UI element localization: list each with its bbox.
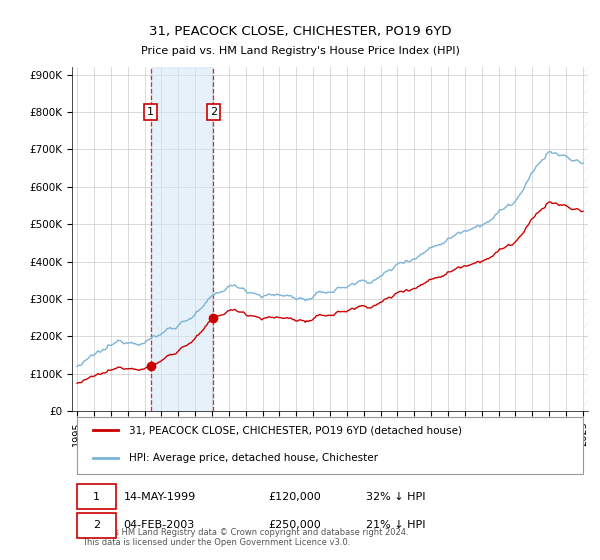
Bar: [151, 67, 214, 411]
FancyBboxPatch shape: [77, 417, 583, 474]
Text: £250,000: £250,000: [268, 520, 321, 530]
Text: Contains HM Land Registry data © Crown copyright and database right 2024.
This d: Contains HM Land Registry data © Crown c…: [82, 528, 409, 548]
Text: 14-MAY-1999: 14-MAY-1999: [124, 492, 196, 502]
Text: HPI: Average price, detached house, Chichester: HPI: Average price, detached house, Chic…: [129, 453, 378, 463]
Text: 1: 1: [147, 107, 154, 117]
Text: 1: 1: [93, 492, 100, 502]
Text: 04-FEB-2003: 04-FEB-2003: [124, 520, 195, 530]
FancyBboxPatch shape: [77, 513, 116, 538]
Text: 31, PEACOCK CLOSE, CHICHESTER, PO19 6YD (detached house): 31, PEACOCK CLOSE, CHICHESTER, PO19 6YD …: [129, 426, 462, 436]
Text: 32% ↓ HPI: 32% ↓ HPI: [366, 492, 425, 502]
Text: 2: 2: [92, 520, 100, 530]
Text: 31, PEACOCK CLOSE, CHICHESTER, PO19 6YD: 31, PEACOCK CLOSE, CHICHESTER, PO19 6YD: [149, 25, 451, 38]
Bar: [583, 67, 588, 411]
Text: Price paid vs. HM Land Registry's House Price Index (HPI): Price paid vs. HM Land Registry's House …: [140, 46, 460, 56]
Text: 2: 2: [210, 107, 217, 117]
Text: 21% ↓ HPI: 21% ↓ HPI: [366, 520, 425, 530]
Text: £120,000: £120,000: [268, 492, 321, 502]
FancyBboxPatch shape: [77, 484, 116, 509]
